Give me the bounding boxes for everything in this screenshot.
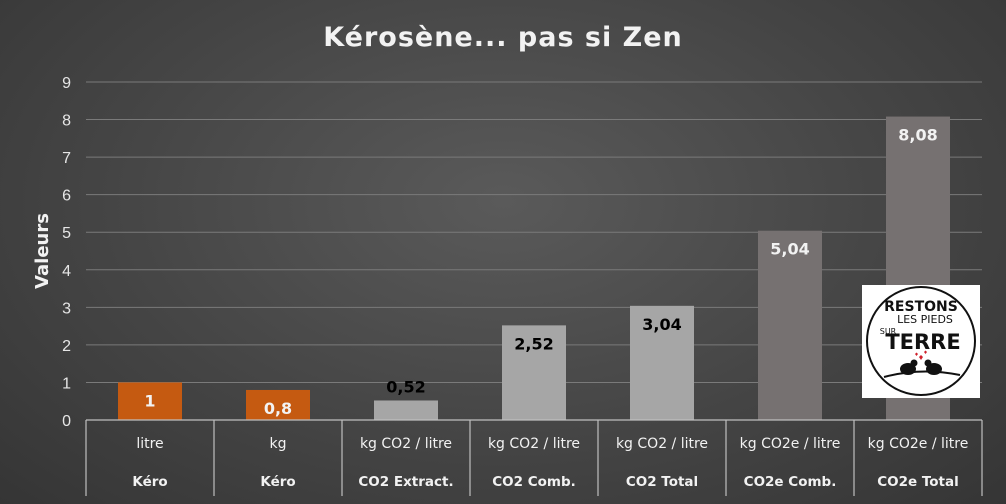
y-tick-label: 6: [62, 188, 71, 205]
y-tick-label: 9: [62, 75, 71, 92]
x-category-group: CO2e Total: [877, 474, 959, 490]
data-label: 5,04: [770, 240, 809, 259]
y-tick-label: 8: [62, 113, 71, 130]
x-category-group: CO2 Comb.: [492, 474, 576, 490]
x-category-group: CO2 Extract.: [358, 474, 453, 490]
gridlines: [86, 81, 982, 383]
data-label: 1: [144, 391, 155, 410]
y-tick-label: 4: [62, 263, 71, 280]
logo-line2: LES PIEDS: [897, 313, 953, 326]
bar: [118, 382, 182, 420]
bar: [502, 325, 566, 420]
x-category-unit: kg CO2 / litre: [488, 436, 580, 452]
data-label: 8,08: [898, 126, 937, 145]
data-label: 2,52: [514, 334, 553, 353]
x-category-unit: kg CO2 / litre: [616, 436, 708, 452]
x-category-group: Kéro: [260, 474, 295, 490]
logo-line4: TERRE: [885, 330, 960, 354]
y-tick-label: 0: [62, 413, 71, 430]
y-tick-label: 7: [62, 150, 71, 167]
logo-line3: SUR: [880, 327, 897, 336]
chart-title: Kérosène... pas si Zen: [323, 22, 683, 53]
data-label: 3,04: [642, 315, 681, 334]
restons-les-pieds-sur-terre-logo: RESTONS LES PIEDS SUR TERRE: [862, 285, 980, 398]
y-tick-labels: 0 1 2 3 4 5 6 7 8 9: [62, 75, 71, 430]
birds-on-branch-icon: [883, 350, 961, 378]
x-category-unit: kg CO2 / litre: [360, 436, 452, 452]
x-category-unit: kg CO2e / litre: [740, 436, 841, 452]
data-label: 0,52: [386, 377, 425, 396]
data-labels: 1 0,8 0,52 2,52 3,04 5,04 8,08: [144, 126, 937, 418]
y-tick-label: 1: [62, 375, 71, 392]
bar: [374, 400, 438, 420]
logo-line1: RESTONS: [884, 299, 958, 315]
x-category-group: CO2 Total: [626, 474, 698, 490]
data-label: 0,8: [264, 399, 292, 418]
y-tick-label: 2: [62, 338, 71, 355]
x-category-unit: kg: [270, 436, 287, 452]
x-category-group: Kéro: [132, 474, 167, 490]
x-category-unit: litre: [136, 436, 163, 452]
x-category-group: CO2e Comb.: [744, 474, 837, 490]
y-tick-label: 3: [62, 300, 71, 317]
x-category-unit: kg CO2e / litre: [868, 436, 969, 452]
bars: [118, 116, 950, 420]
bar: [758, 230, 822, 420]
x-axis-table: litre Kéro kg Kéro kg CO2 / litre CO2 Extract…: [85, 419, 983, 496]
y-tick-label: 5: [62, 225, 71, 242]
y-axis-label: Valeurs: [32, 213, 53, 289]
bar: [246, 389, 310, 420]
bar: [630, 305, 694, 420]
